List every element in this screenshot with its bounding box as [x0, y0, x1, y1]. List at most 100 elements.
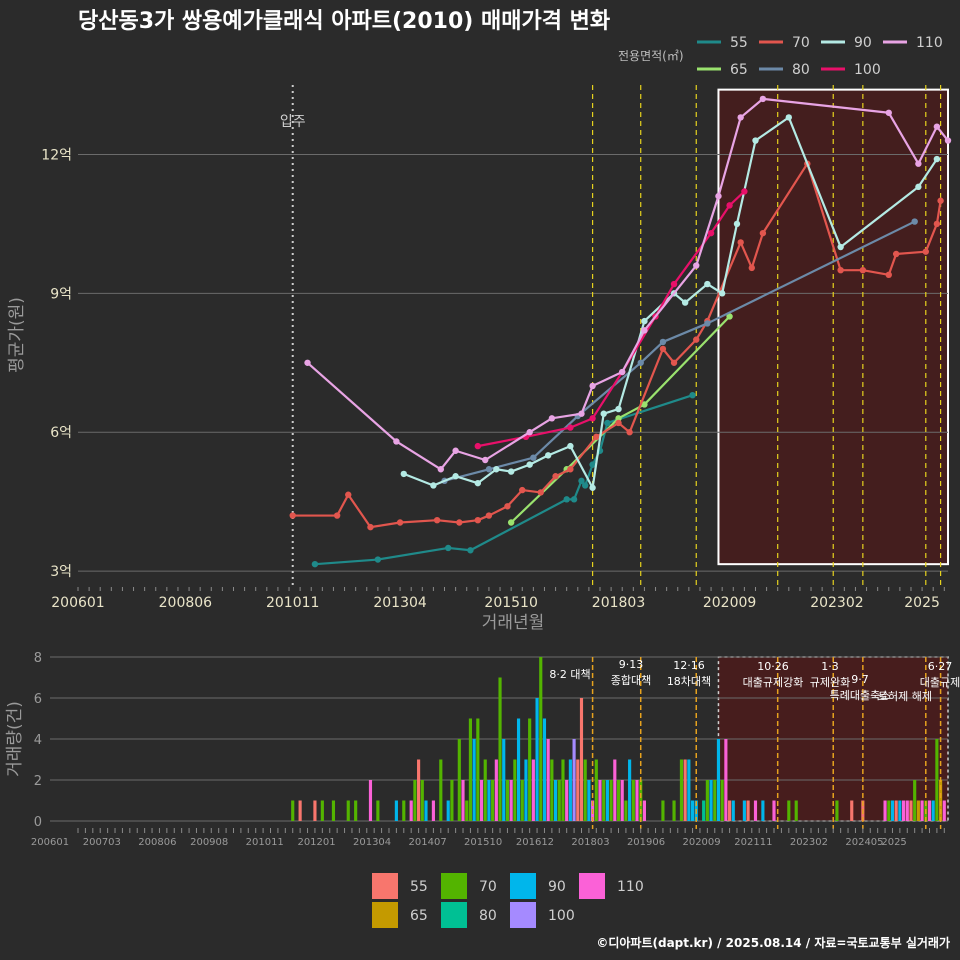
volume-x-tick-label: 202111	[734, 837, 772, 848]
volume-bar	[913, 780, 917, 821]
data-point-90	[615, 405, 622, 413]
data-point-100	[741, 188, 748, 195]
event-annotation: 10·26	[757, 660, 789, 673]
volume-bar	[498, 677, 502, 821]
volume-x-tick-label: 201407	[409, 837, 447, 848]
volume-bar	[905, 800, 909, 821]
volume-bar	[468, 718, 472, 821]
data-point-80	[485, 466, 493, 473]
volume-bar	[631, 780, 635, 821]
volume-bar	[705, 780, 709, 821]
legend-label-70: 70	[792, 35, 810, 51]
volume-bar	[368, 780, 373, 821]
volume-bar	[753, 800, 758, 821]
volume-bar	[920, 800, 924, 821]
volume-chart: 0 2 4 6 8 거래량(건) 8·2 대책 9·13 종합대책 12·16 18차대책 10·26…	[5, 651, 960, 928]
volume-bar	[746, 800, 750, 821]
volume-bar	[598, 780, 602, 821]
data-point-90	[785, 114, 793, 121]
volume-bar	[520, 780, 524, 821]
data-point-110	[452, 447, 459, 454]
volume-bar	[883, 800, 887, 821]
data-point-90	[718, 290, 726, 297]
data-point-90	[704, 280, 711, 288]
data-point-110	[578, 410, 585, 417]
legend-label-90: 90	[854, 35, 872, 51]
event-annotation: 규제완화	[810, 676, 850, 689]
volume-bar	[446, 800, 450, 821]
volume-bar	[935, 739, 939, 821]
volume-bar	[661, 800, 665, 821]
volume-bar	[594, 759, 598, 821]
data-point-110	[526, 429, 533, 436]
series-line-55	[314, 394, 693, 566]
legend-label-55: 55	[730, 35, 748, 51]
data-point-70	[567, 466, 574, 473]
data-point-70	[456, 519, 463, 526]
data-point-110	[589, 382, 596, 390]
volume-legend-label-90: 90	[548, 879, 566, 895]
data-point-70	[737, 239, 744, 246]
data-point-70	[748, 264, 755, 272]
volume-bar	[902, 800, 906, 821]
volume-x-tick-label: 2025	[881, 837, 906, 848]
volume-legend-swatch-110	[579, 873, 605, 899]
data-point-110	[304, 359, 311, 366]
data-point-110	[944, 137, 952, 144]
volume-bar	[613, 759, 617, 821]
volume-bar	[502, 739, 506, 821]
volume-bar	[713, 780, 717, 821]
volume-bar	[761, 800, 765, 821]
volume-bar	[394, 800, 398, 821]
data-point-90	[493, 466, 500, 473]
y-tick-label: 6억	[50, 425, 72, 441]
volume-bar	[554, 780, 558, 821]
volume-x-tick-label: 200601	[31, 837, 69, 848]
data-point-100	[670, 280, 678, 288]
data-point-110	[915, 160, 922, 167]
x-tick-label: 200601	[51, 595, 104, 611]
data-point-90	[507, 468, 515, 475]
data-point-70	[345, 491, 352, 498]
data-point-70	[933, 220, 941, 228]
volume-bar	[794, 800, 798, 821]
volume-bar	[291, 800, 295, 821]
data-point-65	[615, 415, 622, 422]
volume-bar	[772, 800, 776, 821]
data-point-90	[641, 317, 648, 325]
volume-bar	[909, 800, 913, 821]
event-annotation: 특례대출축소	[830, 689, 891, 702]
volume-bar	[476, 718, 480, 821]
data-point-70	[626, 429, 633, 436]
event-annotation: 토허제 해제	[878, 689, 932, 703]
volume-bar	[568, 759, 572, 821]
volume-bar	[576, 759, 580, 821]
volume-bar	[605, 780, 609, 821]
data-point-80	[659, 338, 667, 346]
volume-legend-swatch-55	[372, 873, 398, 899]
data-point-70	[670, 359, 678, 366]
data-point-80	[637, 359, 644, 366]
data-point-110	[393, 438, 400, 445]
data-point-70	[859, 266, 867, 274]
legend-label-100: 100	[854, 62, 881, 78]
data-point-55	[589, 461, 596, 468]
event-annotation: 6·27	[928, 660, 953, 673]
volume-x-tick-label: 202009	[682, 837, 720, 848]
move-in-label: 입주	[280, 114, 306, 130]
volume-bar	[787, 800, 791, 821]
volume-x-tick-label: 200908	[190, 837, 228, 848]
volume-y-axis-title: 거래량(건)	[5, 701, 25, 777]
x-tick-label: 202302	[810, 595, 863, 611]
data-point-70	[659, 345, 667, 353]
volume-x-tick-label: 202405	[845, 837, 883, 848]
volume-bar	[516, 718, 521, 821]
volume-bar	[424, 800, 428, 821]
volume-bar	[420, 780, 424, 821]
volume-bar	[835, 800, 839, 821]
data-point-90	[837, 243, 844, 251]
event-annotation: 대출규제강화	[743, 676, 804, 689]
data-point-70	[615, 419, 622, 427]
volume-legend-swatch-100	[510, 902, 536, 928]
